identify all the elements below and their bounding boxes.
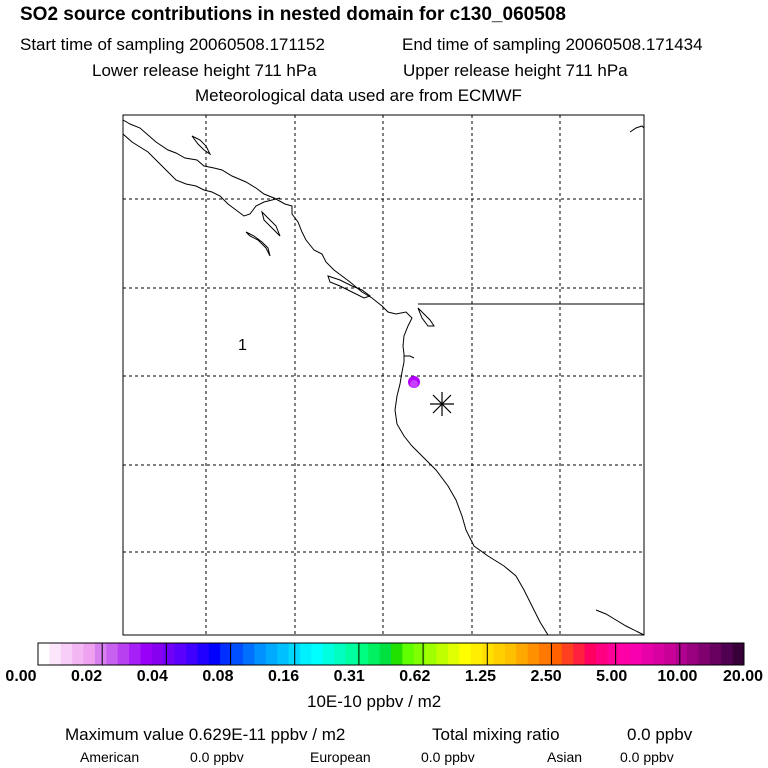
colorbar-tick-label: 0.00 <box>5 668 37 685</box>
colorbar-cell <box>117 643 130 665</box>
european-label: European <box>310 749 371 765</box>
start-time-label: Start time of sampling 20060508.171152 <box>20 35 325 54</box>
upper-height-label: Upper release height 711 hPa <box>403 61 628 80</box>
colorbar-cell <box>493 643 506 665</box>
colorbar-cell <box>379 643 392 665</box>
colorbar-cell <box>345 643 358 665</box>
colorbar-cell <box>72 643 84 665</box>
colorbar-tick-label: 1.25 <box>464 668 497 685</box>
colorbar-cell <box>106 643 119 665</box>
colorbar-cell <box>322 643 335 665</box>
concentration-plume <box>408 376 420 388</box>
colorbar-cell <box>311 643 324 665</box>
colorbar-cell <box>652 643 665 665</box>
colorbar-cell <box>539 643 551 665</box>
colorbar-cell <box>447 643 460 665</box>
colorbar <box>37 642 745 666</box>
colorbar-cell <box>265 643 278 665</box>
colorbar-tick-label: 20.00 <box>722 668 764 685</box>
colorbar-cell <box>721 643 734 665</box>
colorbar-cell <box>618 643 631 665</box>
colorbar-tick-label: 2.50 <box>530 668 562 685</box>
colorbar-cell <box>595 643 608 665</box>
colorbar-cell <box>83 643 96 665</box>
colorbar-cell <box>368 643 381 665</box>
total-mixing-value: 0.0 ppbv <box>627 725 693 744</box>
colorbar-cell <box>607 643 620 665</box>
colorbar-cell <box>664 643 677 665</box>
colorbar-cell <box>174 643 187 665</box>
colorbar-cell <box>687 643 699 665</box>
colorbar-cell <box>641 643 654 665</box>
colorbar-cell <box>356 643 369 665</box>
region-label: 1 <box>238 337 247 354</box>
colorbar-cell <box>516 643 529 665</box>
asian-label: Asian <box>547 749 583 765</box>
coastline <box>122 119 645 636</box>
colorbar-tick-label: 10.00 <box>657 668 698 685</box>
colorbar-cell <box>220 643 232 665</box>
max-value-label: Maximum value 0.629E-11 ppbv / m2 <box>65 725 346 744</box>
colorbar-cell <box>459 643 472 665</box>
colorbar-cell <box>186 643 198 665</box>
colorbar-cell <box>334 643 346 665</box>
colorbar-cell <box>698 643 711 665</box>
colorbar-cell <box>208 643 221 665</box>
european-value: 0.0 ppbv <box>421 749 475 765</box>
colorbar-cell <box>163 643 176 665</box>
colorbar-cell <box>436 643 449 665</box>
colorbar-frame <box>37 642 745 666</box>
colorbar-cell <box>151 643 164 665</box>
colorbar-cell <box>277 643 289 665</box>
colorbar-cell <box>425 643 437 665</box>
graticule <box>123 115 644 635</box>
colorbar-cell <box>242 643 255 665</box>
colorbar-cell <box>561 643 574 665</box>
colorbar-tick-label: 0.31 <box>333 668 365 685</box>
colorbar-cell <box>197 643 210 665</box>
american-value: 0.0 ppbv <box>190 749 244 765</box>
colorbar-cell <box>732 643 745 665</box>
colorbar-cell <box>254 643 267 665</box>
colorbar-cell <box>391 643 403 665</box>
colorbar-cell <box>573 643 585 665</box>
american-label: American <box>80 749 140 765</box>
colorbar-cell <box>38 643 50 665</box>
colorbar-cell <box>709 643 722 665</box>
colorbar-tick-label: 0.08 <box>202 668 234 685</box>
colorbar-tick-label: 0.16 <box>267 668 300 685</box>
colorbar-cell <box>584 643 597 665</box>
colorbar-cell <box>49 643 62 665</box>
colorbar-cell <box>630 643 642 665</box>
lower-height-label: Lower release height 711 hPa <box>92 61 317 80</box>
colorbar-tick-label: 5.00 <box>596 668 628 685</box>
map-title: SO2 source contributions in nested domai… <box>20 4 566 25</box>
colorbar-cell <box>527 643 540 665</box>
colorbar-cell <box>470 643 483 665</box>
total-mixing-label: Total mixing ratio <box>432 725 560 744</box>
colorbar-cell <box>402 643 415 665</box>
colorbar-cell <box>504 643 517 665</box>
met-data-label: Meteorological data used are from ECMWF <box>195 86 522 105</box>
colorbar-cell <box>60 643 73 665</box>
colorbar-tick-label: 0.62 <box>399 668 431 685</box>
colorbar-cell <box>413 643 426 665</box>
colorbar-unit: 10E-10 ppbv / m2 <box>307 692 442 711</box>
asterisk-icon <box>430 392 454 416</box>
colorbar-cell <box>129 643 141 665</box>
colorbar-cell <box>231 643 244 665</box>
asian-value: 0.0 ppbv <box>620 749 674 765</box>
end-time-label: End time of sampling 20060508.171434 <box>402 35 703 54</box>
colorbar-cell <box>299 643 312 665</box>
colorbar-cell <box>482 643 494 665</box>
colorbar-tick-label: 0.02 <box>71 668 103 685</box>
colorbar-tick-label: 0.04 <box>136 668 168 685</box>
colorbar-cell <box>94 643 107 665</box>
colorbar-cell <box>550 643 563 665</box>
colorbar-cell <box>675 643 688 665</box>
colorbar-cell <box>140 643 153 665</box>
